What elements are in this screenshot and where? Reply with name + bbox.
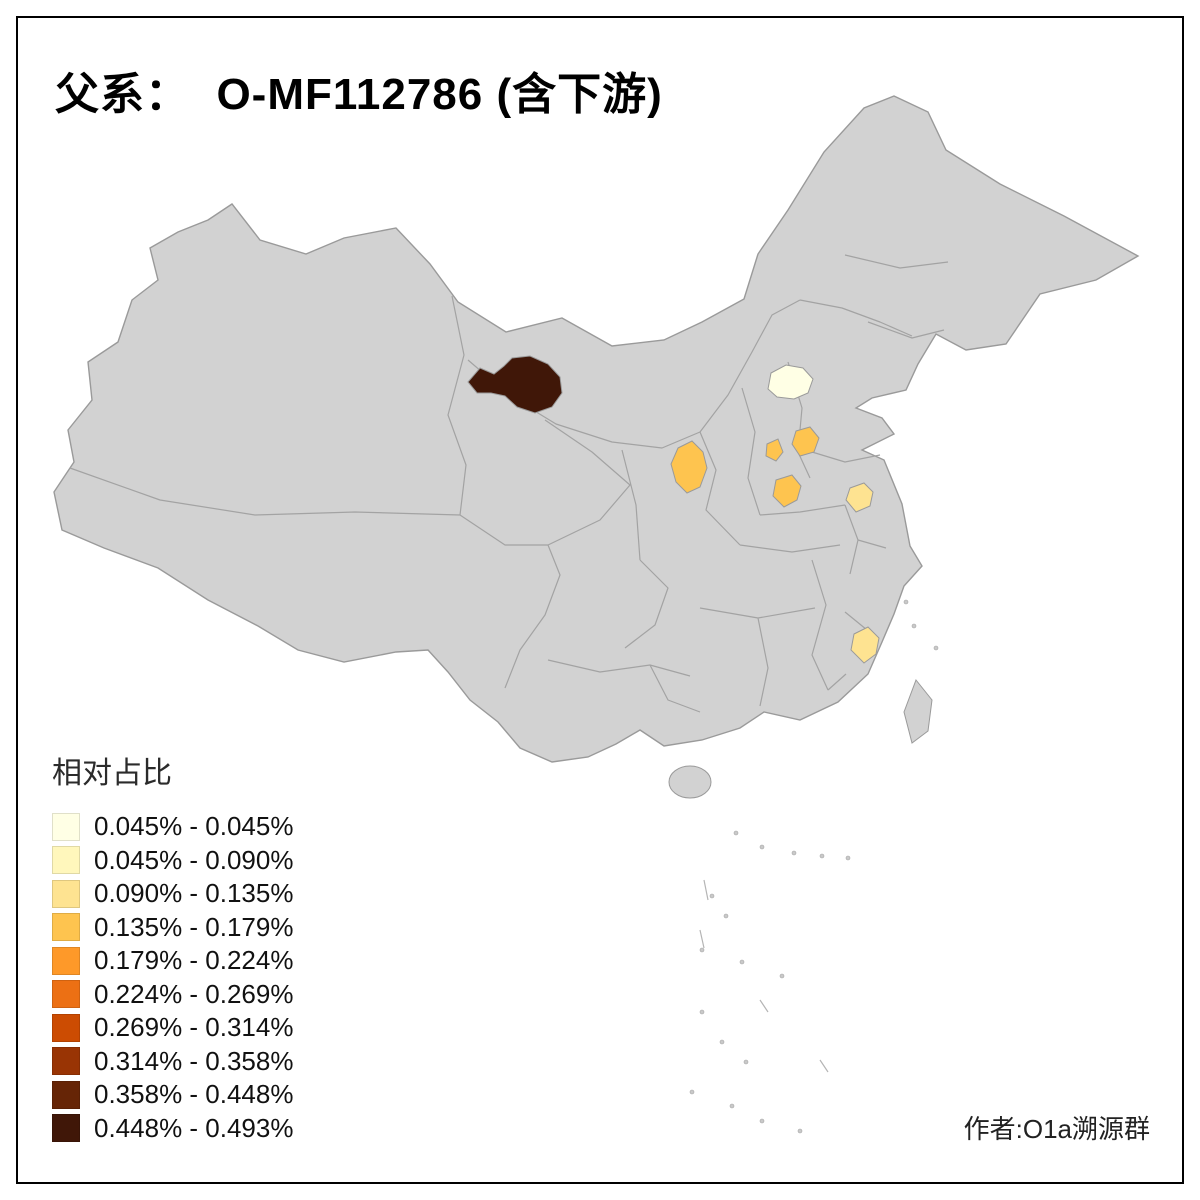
- legend-item-label: 0.224% - 0.269%: [94, 978, 294, 1009]
- legend-item: 0.448% - 0.493%: [52, 1112, 293, 1146]
- south-china-sea-islands: [689, 599, 939, 1134]
- legend-swatch: [52, 913, 80, 942]
- legend-item-label: 0.314% - 0.358%: [94, 1045, 294, 1076]
- legend-item: 0.314% - 0.358%: [52, 1045, 293, 1079]
- legend-item: 0.045% - 0.090%: [52, 844, 293, 878]
- taiwan-island: [903, 679, 933, 744]
- legend-swatch: [52, 980, 80, 1009]
- legend-swatch: [52, 1047, 80, 1076]
- china-mainland: [53, 95, 1140, 763]
- legend-item-label: 0.179% - 0.224%: [94, 945, 294, 976]
- legend-swatch: [52, 1013, 80, 1042]
- legend-item-label: 0.269% - 0.314%: [94, 1012, 294, 1043]
- legend-swatch: [52, 812, 80, 841]
- legend-item-label: 0.045% - 0.045%: [94, 811, 294, 842]
- legend-swatch: [52, 1114, 80, 1143]
- legend-item: 0.135% - 0.179%: [52, 911, 293, 945]
- page-title: 父系： O-MF112786 (含下游): [55, 70, 663, 119]
- legend-item: 0.269% - 0.314%: [52, 1011, 293, 1045]
- attribution: 作者:O1a溯源群: [963, 1114, 1150, 1144]
- legend-item-label: 0.090% - 0.135%: [94, 878, 294, 909]
- legend-items: 0.045% - 0.045% 0.045% - 0.090% 0.090% - 0…: [52, 810, 293, 1145]
- legend-title: 相对占比: [52, 757, 172, 790]
- legend-item-label: 0.135% - 0.179%: [94, 911, 294, 942]
- legend-item: 0.090% - 0.135%: [52, 877, 293, 911]
- legend-swatch: [52, 846, 80, 875]
- region-shaanxi-orange: [765, 438, 784, 462]
- region-northwest-dark: [467, 355, 563, 414]
- legend-swatch: [52, 946, 80, 975]
- legend-item: 0.179% - 0.224%: [52, 944, 293, 978]
- legend-swatch: [52, 879, 80, 908]
- legend-item-label: 0.045% - 0.090%: [94, 844, 294, 875]
- region-gansu-orange: [670, 440, 708, 494]
- legend: 相对占比 0.045% - 0.045% 0.045% - 0.090% 0.090…: [52, 748, 293, 1145]
- legend-item-label: 0.358% - 0.448%: [94, 1079, 294, 1110]
- highlighted-regions: [467, 355, 880, 664]
- legend-item: 0.045% - 0.045%: [52, 810, 293, 844]
- legend-item: 0.224% - 0.269%: [52, 978, 293, 1012]
- region-fujian-yellow: [850, 626, 880, 664]
- region-jiangsu-yellow: [845, 482, 874, 513]
- region-henan-orange: [772, 474, 802, 508]
- legend-swatch: [52, 1080, 80, 1109]
- hainan-island: [668, 765, 712, 799]
- legend-item-label: 0.448% - 0.493%: [94, 1112, 294, 1143]
- legend-item: 0.358% - 0.448%: [52, 1078, 293, 1112]
- region-hebei-cream: [767, 364, 814, 400]
- province-boundaries: [69, 254, 949, 713]
- region-shanxi-orange: [791, 426, 820, 457]
